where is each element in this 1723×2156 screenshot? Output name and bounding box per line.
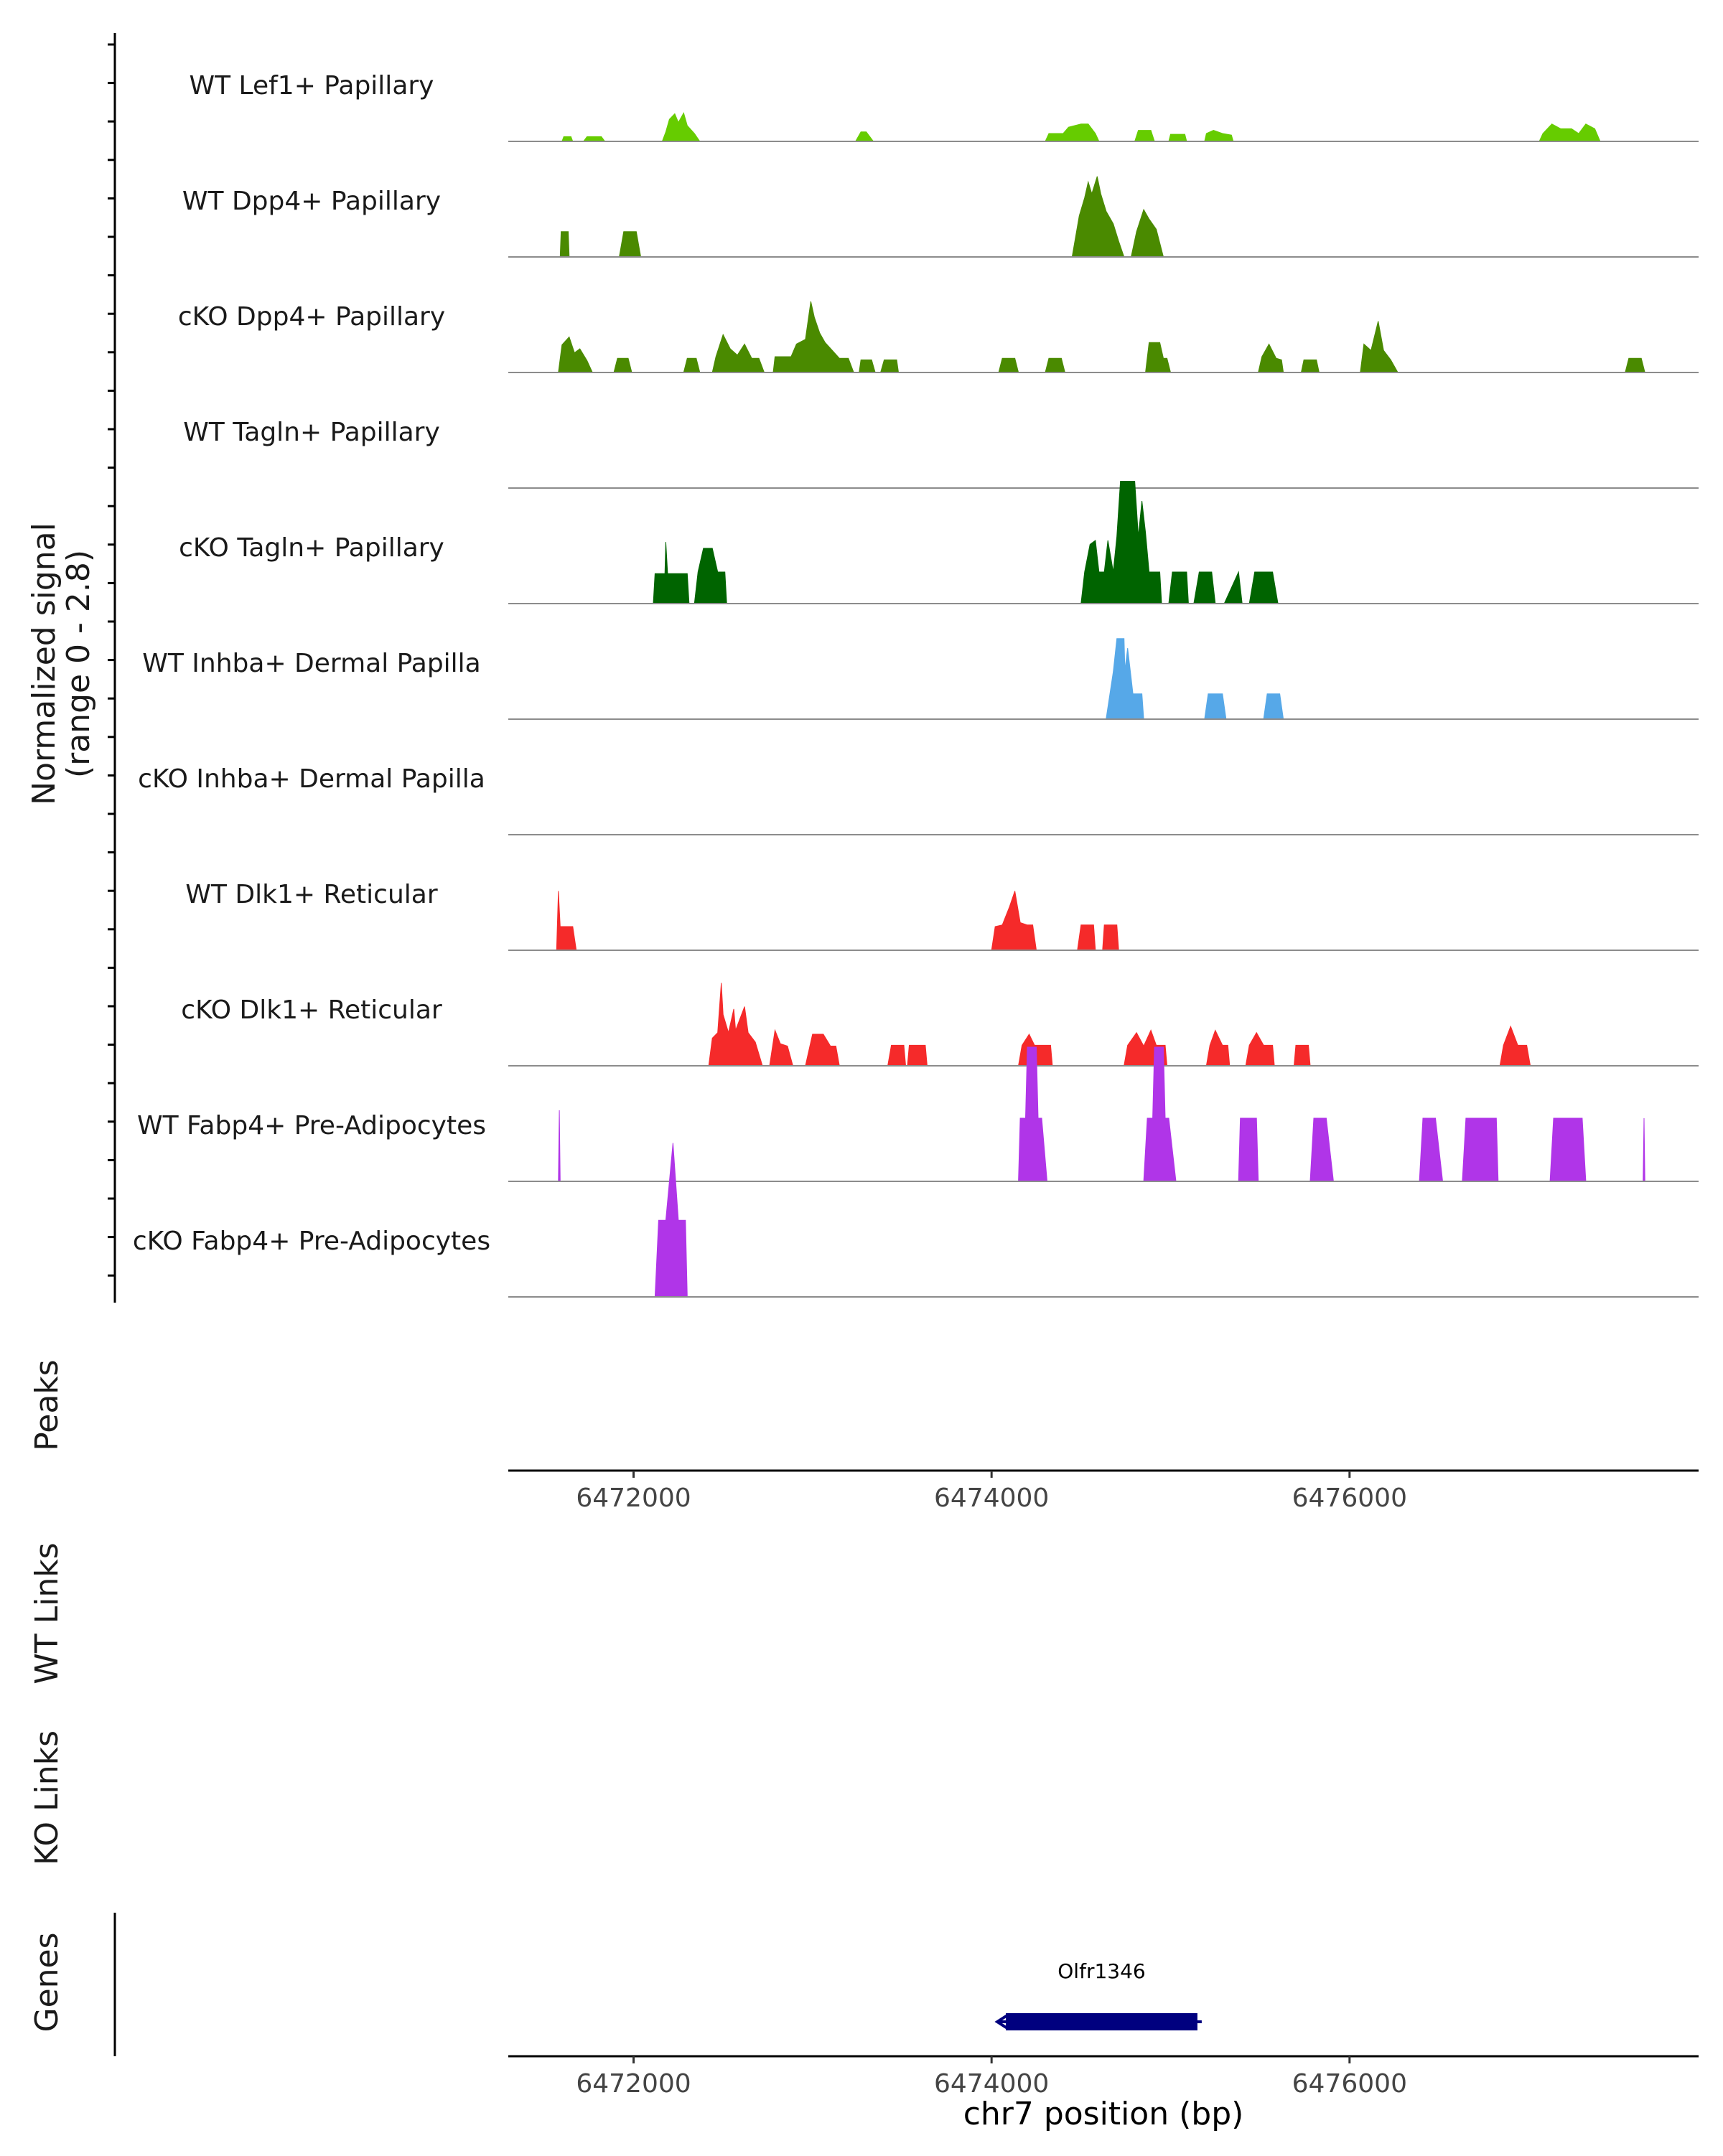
coverage-track: cKO Inhba+ Dermal Papilla xyxy=(138,764,1699,835)
gene-label: Olfr1346 xyxy=(1057,1959,1145,1983)
x-axis-top: 6472000 6474000 6476000 xyxy=(576,1471,1407,1513)
track-label: WT Tagln+ Papillary xyxy=(183,418,440,447)
coverage-track: cKO Dlk1+ Reticular xyxy=(181,983,1699,1067)
coverage-area xyxy=(558,1046,1645,1182)
coverage-track: cKO Dpp4+ Papillary xyxy=(178,301,1699,373)
x-tick-label: 6474000 xyxy=(934,2069,1049,2099)
gene: Olfr1346 xyxy=(994,1959,1202,2030)
panel-label-genes: Genes xyxy=(29,1932,65,2032)
signal-axis xyxy=(108,33,116,1303)
coverage-track: WT Fabp4+ Pre-Adipocytes xyxy=(137,1046,1699,1182)
coverage-area xyxy=(654,1143,688,1298)
signal-axis-label-line2: (range 0 - 2.8) xyxy=(60,550,97,778)
coverage-area xyxy=(653,481,1279,604)
coverage-area xyxy=(708,983,1531,1067)
coverage-track: cKO Tagln+ Papillary xyxy=(179,481,1699,604)
x-tick-label: 6476000 xyxy=(1292,2069,1407,2099)
coverage-area xyxy=(1106,638,1284,720)
track-label: cKO Tagln+ Papillary xyxy=(179,533,444,563)
x-axis-bottom: 6472000 6474000 6476000 xyxy=(576,2056,1407,2099)
track-label: WT Fabp4+ Pre-Adipocytes xyxy=(137,1111,486,1140)
track-label: cKO Inhba+ Dermal Papilla xyxy=(138,764,485,794)
track-label: cKO Dlk1+ Reticular xyxy=(181,995,442,1025)
track-label: WT Dpp4+ Papillary xyxy=(182,187,441,216)
coverage-area xyxy=(561,112,1601,142)
panel-label-peaks: Peaks xyxy=(29,1359,65,1450)
panel-label-wt-links: WT Links xyxy=(29,1542,65,1684)
coverage-track: cKO Fabp4+ Pre-Adipocytes xyxy=(133,1143,1699,1298)
signal-axis-label-line1: Normalized signal xyxy=(26,522,62,805)
x-axis-title: chr7 position (bp) xyxy=(963,2096,1244,2132)
track-label: WT Inhba+ Dermal Papilla xyxy=(142,649,480,678)
coverage-track: WT Tagln+ Papillary xyxy=(183,418,1699,489)
coverage-area xyxy=(558,301,1645,373)
coverage-area xyxy=(559,176,1171,258)
x-tick-label: 6472000 xyxy=(576,1484,691,1513)
panel-label-ko-links: KO Links xyxy=(29,1730,65,1865)
strand-arrow-icon xyxy=(994,2014,1009,2030)
gene-annotation-track: Olfr1346 xyxy=(994,1959,1202,2030)
x-tick-label: 6474000 xyxy=(934,1484,1049,1513)
track-label: cKO Fabp4+ Pre-Adipocytes xyxy=(133,1227,490,1256)
track-label: WT Lef1+ Papillary xyxy=(190,71,434,100)
x-tick-label: 6476000 xyxy=(1292,1484,1407,1513)
coverage-track: WT Inhba+ Dermal Papilla xyxy=(142,638,1699,720)
coverage-track: WT Lef1+ Papillary xyxy=(190,71,1699,142)
coverage-tracks: WT Lef1+ Papillary WT Dpp4+ Papillary cKO … xyxy=(133,71,1699,1298)
coverage-track: WT Dlk1+ Reticular xyxy=(185,880,1699,951)
track-label: WT Dlk1+ Reticular xyxy=(185,880,437,909)
coverage-area xyxy=(556,891,1119,951)
track-label: cKO Dpp4+ Papillary xyxy=(178,302,445,332)
coverage-track: WT Dpp4+ Papillary xyxy=(182,176,1699,258)
x-tick-label: 6472000 xyxy=(576,2069,691,2099)
